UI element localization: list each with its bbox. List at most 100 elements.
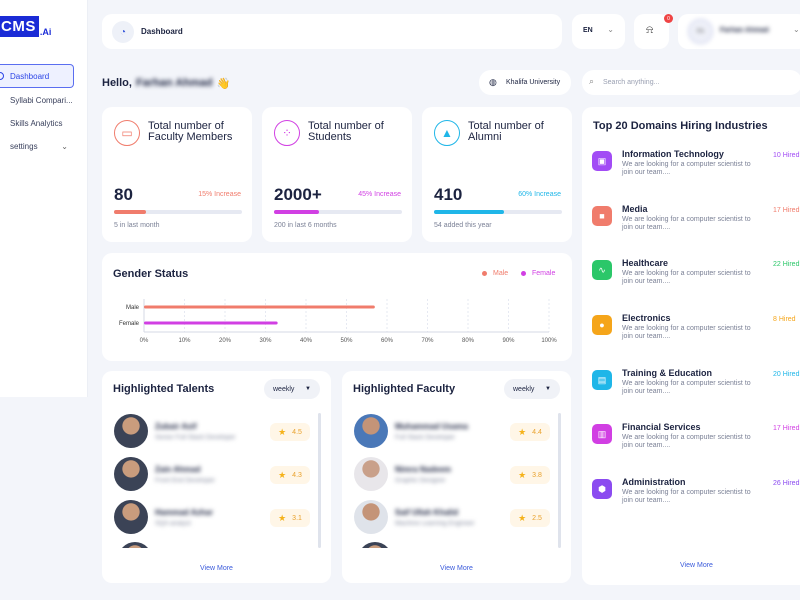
search-bar[interactable]: ⌕ Search anything... [582, 70, 800, 95]
domain-name: Administration [622, 477, 686, 487]
dashboard-icon [0, 72, 4, 80]
dropdown-value: weekly [273, 385, 295, 393]
talents-title: Highlighted Talents [113, 383, 215, 395]
domain-hired-count: 8 Hired [773, 316, 796, 323]
domain-item[interactable]: ▣ Information Technology We are looking fo… [592, 149, 800, 177]
sidebar-item-settings[interactable]: settings ⌄ [0, 134, 74, 158]
talent-info: Zain Ahmad Front End Developer [155, 465, 215, 484]
star-icon: ★ [518, 512, 527, 523]
talent-item[interactable]: Zain Ahmad Front End Developer [114, 457, 215, 491]
logo-main: CMS [0, 16, 39, 37]
scrollbar[interactable] [318, 413, 321, 548]
star-icon: ★ [278, 469, 287, 480]
user-menu[interactable]: FA Farhan Ahmad ⌄ [678, 14, 800, 49]
legend-male: Male [482, 270, 508, 277]
dropdown-value: weekly [513, 385, 535, 393]
pulse-icon: ∿ [592, 260, 612, 280]
y-category-label: Male [126, 305, 140, 311]
sidebar: CMS .Ai Dashboard Syllabi Compari... Ski… [0, 0, 88, 397]
domain-description: We are looking for a computer scientist … [622, 380, 751, 395]
stat-value: 80 [114, 185, 133, 204]
faculty-item[interactable]: Saif Ullah Khalid Machine Learning Engin… [354, 500, 475, 534]
talents-view-more-link[interactable]: View More [200, 565, 233, 572]
scrollbar[interactable] [558, 413, 561, 548]
sidebar-item-dashboard[interactable]: Dashboard [0, 64, 74, 88]
legend-label: Male [493, 270, 509, 277]
faculty-view-more-link[interactable]: View More [440, 565, 473, 572]
user-name: Farhan Ahmad [720, 27, 769, 34]
rating-badge: ★ 3.1 [270, 509, 310, 527]
domain-name: Healthcare [622, 258, 669, 268]
domain-name: Media [622, 204, 648, 214]
domain-info: Healthcare We are looking for a computer … [622, 258, 762, 286]
x-tick-label: 20% [219, 338, 232, 344]
domain-item[interactable]: ⬢ Administration We are looking for a comp… [592, 477, 800, 505]
stat-card-alumni: ▲ Total number of Alumni 410 60% Increas… [422, 107, 572, 242]
stat-value: 410 [434, 185, 463, 204]
faculty-name: Nimra Nadeem [395, 464, 452, 474]
search-icon: ⌕ [589, 76, 595, 86]
talent-name: Zain Ahmad [155, 464, 201, 474]
domain-info: Media We are looking for a computer scien… [622, 204, 762, 232]
domain-item[interactable]: ● Electronics We are looking for a compute… [592, 313, 800, 341]
domain-hired-count: 17 Hired [773, 207, 800, 214]
stat-card-students: ⁘ Total number of Students 2000+ 45% Inc… [262, 107, 412, 242]
domain-hired-count: 17 Hired [773, 425, 800, 432]
talent-item[interactable]: Zubair Asif Senior Full Stack Developer [114, 414, 236, 448]
graduation-cap-icon: ▲ [434, 120, 460, 146]
domain-name: Electronics [622, 313, 671, 323]
domain-item[interactable]: ▤ Training & Education We are looking for … [592, 368, 800, 396]
legend-dot [482, 271, 487, 276]
star-icon: ★ [518, 469, 527, 480]
domain-description: We are looking for a computer scientist … [622, 270, 751, 285]
search-input[interactable]: Search anything... [603, 79, 660, 86]
domain-item[interactable]: ■ Media We are looking for a computer scie… [592, 204, 800, 232]
x-tick-label: 80% [462, 338, 475, 344]
rating-value: 4.3 [292, 471, 302, 479]
stat-subtext: 5 in last month [114, 222, 160, 229]
faculty-item[interactable]: Nimra Nadeem Graphic Designer [354, 457, 451, 491]
talents-period-dropdown[interactable]: weekly ▼ [264, 379, 320, 399]
avatar [354, 414, 388, 448]
talent-name: Zubair Asif [155, 421, 197, 431]
greeting-hello: Hello, [102, 77, 132, 89]
talent-info: Zubair Asif Senior Full Stack Developer [155, 422, 236, 441]
logo-ai: .Ai [39, 27, 52, 37]
dashboard-gauge-icon: ◔ [112, 21, 134, 43]
x-tick-label: 30% [259, 338, 272, 344]
app-logo[interactable]: CMS .Ai [0, 16, 51, 37]
x-tick-label: 100% [541, 338, 557, 344]
id-card-icon: ▭ [114, 120, 140, 146]
domains-view-more-link[interactable]: View More [680, 562, 713, 569]
sidebar-item-skills-analytics[interactable]: Skills Analytics [0, 111, 74, 135]
domain-description: We are looking for a computer scientist … [622, 434, 751, 449]
talent-info: Hammad Azhar SQA analyst [155, 508, 213, 527]
stat-title: Total number of Alumni [468, 120, 544, 143]
star-icon: ★ [518, 426, 527, 437]
x-tick-label: 60% [381, 338, 394, 344]
domain-description: We are looking for a computer scientist … [622, 325, 751, 340]
faculty-period-dropdown[interactable]: weekly ▼ [504, 379, 560, 399]
list-fade [354, 542, 554, 548]
domain-info: Financial Services We are looking for a c… [622, 422, 762, 450]
star-icon: ★ [278, 512, 287, 523]
chevron-down-icon: ⌄ [793, 25, 800, 34]
bell-icon: ⍾ [646, 24, 654, 36]
domain-item[interactable]: ▥ Financial Services We are looking for a … [592, 422, 800, 450]
language-selector[interactable]: EN ⌄ [572, 14, 625, 49]
rating-value: 3.1 [292, 514, 302, 522]
domain-description: We are looking for a computer scientist … [622, 161, 751, 176]
faculty-role: Machine Learning Engineer [395, 519, 475, 527]
talent-item[interactable]: Hammad Azhar SQA analyst [114, 500, 213, 534]
notification-button[interactable]: ⍾ 0 [634, 14, 673, 49]
sidebar-item-syllabi-comparison[interactable]: Syllabi Compari... [0, 88, 74, 112]
domain-item[interactable]: ∿ Healthcare We are looking for a computer… [592, 258, 800, 286]
talent-name: Hammad Azhar [155, 507, 213, 517]
greeting: Hello, Farhan Ahmad 👋 [102, 77, 230, 90]
chevron-down-icon: ⌄ [607, 25, 614, 34]
legend-female: Female [521, 270, 555, 277]
sidebar-item-label: Skills Analytics [10, 118, 63, 128]
university-selector[interactable]: ◍ Khalifa University [479, 70, 571, 95]
faculty-item[interactable]: Muhammad Usama Full Stack Developer [354, 414, 468, 448]
devices-icon: ▣ [592, 151, 612, 171]
